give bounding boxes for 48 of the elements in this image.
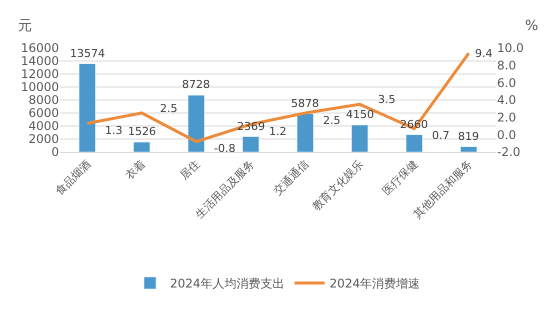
legend-label: 2024年消费增速: [330, 276, 420, 291]
x-tick-label: 食品烟酒: [52, 158, 94, 198]
data-label: 3.5: [378, 93, 396, 106]
data-label: 1.3: [105, 124, 122, 137]
bar: [188, 95, 205, 152]
data-label: 5878: [291, 97, 319, 110]
y-tick-label: 10000: [20, 80, 59, 94]
data-label: 1526: [128, 125, 156, 138]
data-label: 2.5: [323, 114, 340, 127]
x-tick-label: 医疗保健: [380, 158, 420, 198]
data-label: 8728: [182, 78, 210, 91]
y-tick-label: 6000: [28, 106, 59, 120]
y-tick-label: 8000: [28, 93, 59, 108]
legend-label: 2024年人均消费支出: [170, 276, 285, 291]
x-tick-label: 交通通信: [270, 158, 312, 198]
y2-axis-title: %: [525, 18, 538, 34]
bar: [460, 146, 478, 152]
y2-tick-label: -2.0: [497, 145, 520, 160]
bar: [406, 134, 423, 152]
data-label: 2.5: [160, 102, 178, 115]
y-tick-label: 0: [51, 145, 59, 160]
y2-tick-label: 0.0: [497, 128, 516, 142]
data-label: 0.7: [432, 129, 450, 142]
bar: [78, 64, 96, 152]
data-label: 819: [458, 130, 479, 143]
y-tick-label: 2000: [28, 132, 59, 146]
y-tick-label: 4000: [28, 119, 59, 134]
y-tick-label: 12000: [20, 67, 59, 82]
y2-tick-label: 2.0: [497, 110, 516, 125]
bar: [242, 136, 260, 152]
y2-tick-label: 10.0: [497, 41, 524, 56]
y2-tick-label: 8.0: [497, 58, 516, 73]
x-tick-label: 衣着: [123, 158, 148, 182]
y-tick-label: 14000: [20, 54, 59, 68]
data-label: 4150: [346, 108, 374, 121]
x-tick-label: 教育文化娱乐: [310, 158, 366, 214]
data-label: 9.4: [475, 47, 492, 60]
data-label: 1.2: [269, 125, 286, 138]
x-tick-label: 居住: [178, 158, 202, 182]
bar: [351, 124, 368, 152]
bar: [296, 114, 314, 152]
data-label: -0.8: [214, 142, 236, 155]
y-tick-label: 16000: [20, 41, 59, 56]
y2-tick-label: 4.0: [497, 93, 516, 108]
y2-tick-label: 6.0: [497, 76, 516, 90]
y-axis-title: 元: [18, 18, 32, 34]
data-label: 13574: [70, 47, 105, 60]
bar: [133, 142, 150, 152]
